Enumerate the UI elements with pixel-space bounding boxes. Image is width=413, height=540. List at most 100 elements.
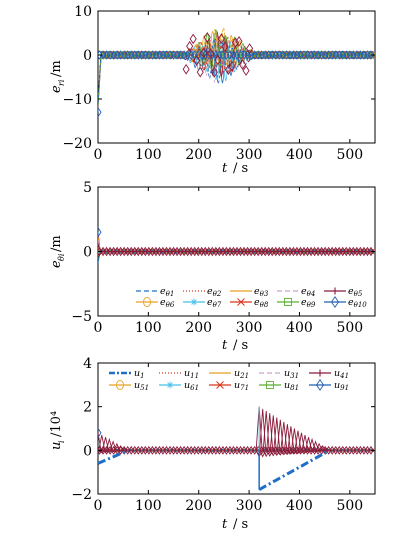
circle-marker xyxy=(116,380,124,391)
diamond-marker xyxy=(98,226,102,238)
x-marker xyxy=(237,298,245,306)
diamond-marker xyxy=(189,33,197,45)
legend-label: u81 xyxy=(284,380,299,392)
diamond-marker xyxy=(200,47,208,59)
series-line xyxy=(98,29,375,106)
diamond-marker xyxy=(242,65,250,76)
diamond-marker xyxy=(221,41,229,53)
panel-1-xlabel: t / s xyxy=(222,161,248,176)
panel-2-ylabel: e θi /m xyxy=(49,235,66,268)
svg-text:/ s: / s xyxy=(233,517,248,532)
x-marker xyxy=(216,381,224,389)
y-tick-label: −20 xyxy=(62,136,92,152)
y-tick-label: 0 xyxy=(83,48,92,64)
legend-label: eθ9 xyxy=(301,297,316,309)
y-tick-label: −2 xyxy=(71,487,92,503)
legend-label: u21 xyxy=(234,368,249,380)
square-marker xyxy=(284,298,292,306)
diamond-marker xyxy=(228,60,236,72)
diamond-marker xyxy=(98,427,102,439)
panel-2-curves xyxy=(98,226,375,264)
legend-label: eθ4 xyxy=(301,286,315,298)
y-tick-label: 10 xyxy=(74,4,92,20)
panel-3-ylabel: u i /10⁴ xyxy=(49,411,66,450)
panel-1-ylabel-sub: ri xyxy=(57,79,66,86)
panel-2-ylabel-sub: θi xyxy=(57,253,66,261)
legend-label: eθ10 xyxy=(348,297,367,309)
x-tick-label: 500 xyxy=(336,498,363,514)
panel-2-xlabel: t / s xyxy=(222,338,248,353)
x-tick-label: 200 xyxy=(185,498,212,514)
x-tick-label: 0 xyxy=(94,498,103,514)
legend-label: u71 xyxy=(234,380,249,392)
legend-label: u41 xyxy=(334,368,349,380)
legend-label: eθ1 xyxy=(160,286,174,298)
diamond-marker xyxy=(368,445,374,455)
diamond-marker xyxy=(246,43,254,54)
svg-text:/ s: / s xyxy=(233,338,248,353)
x-tick-label: 500 xyxy=(336,147,363,163)
star-marker xyxy=(190,298,198,306)
panel-2-ylabel-var: e xyxy=(49,260,64,268)
legend-label: u1 xyxy=(134,368,145,380)
star-marker xyxy=(166,381,174,389)
x-tick-label: 100 xyxy=(135,147,162,163)
x-tick-label: 400 xyxy=(286,147,313,163)
svg-text:t: t xyxy=(222,338,228,353)
x-tick-label: 100 xyxy=(135,498,162,514)
diamond-marker xyxy=(217,33,225,45)
plus-marker xyxy=(331,287,339,295)
x-tick-label: 300 xyxy=(236,147,263,163)
x-tick-label: 300 xyxy=(236,498,263,514)
square-marker xyxy=(266,381,274,389)
legend-label: eθ8 xyxy=(254,297,269,309)
diamond-marker xyxy=(203,32,211,43)
diamond-marker xyxy=(315,378,325,392)
x-tick-label: 0 xyxy=(94,320,103,336)
diamond-marker xyxy=(210,66,218,78)
diamond-marker xyxy=(207,48,215,59)
diamond-marker xyxy=(239,59,247,70)
y-tick-label: 4 xyxy=(83,356,92,372)
x-tick-label: 400 xyxy=(286,320,313,336)
panel-3-legend: u1 u11 u21 u31 u41 u51 u61 u71 u81 u91 xyxy=(109,368,349,392)
y-tick-label: −5 xyxy=(71,309,92,325)
panel-3-ylabel-var: u xyxy=(49,442,64,450)
legend-label: eθ2 xyxy=(207,286,222,298)
diamond-marker xyxy=(196,66,204,78)
legend-label: u91 xyxy=(334,380,349,392)
diamond-marker xyxy=(214,54,222,66)
svg-text:t: t xyxy=(222,517,228,532)
legend-label: eθ5 xyxy=(348,286,363,298)
plus-marker xyxy=(316,369,324,377)
x-tick-label: 500 xyxy=(336,320,363,336)
x-tick-label: 200 xyxy=(185,147,212,163)
u1-ramp-line xyxy=(98,448,129,465)
legend-label: eθ7 xyxy=(207,297,222,309)
x-tick-label: 400 xyxy=(286,498,313,514)
panel-3-ylabel-sub: i xyxy=(57,440,66,443)
panel-1-ylabel-unit: /m xyxy=(49,60,64,77)
panel-3-xlabel: t / s xyxy=(222,517,248,532)
y-tick-label: −10 xyxy=(62,92,92,108)
legend-label: eθ6 xyxy=(160,297,175,309)
legend-label: u51 xyxy=(134,380,149,392)
series-line xyxy=(98,37,375,104)
y-tick-label: 0 xyxy=(83,245,92,261)
diamond-marker xyxy=(193,55,201,66)
panel-2-ylabel-unit: /m xyxy=(49,235,64,252)
series-line xyxy=(98,30,375,107)
y-tick-label: 0 xyxy=(83,443,92,459)
legend-label: eθ3 xyxy=(254,286,269,298)
svg-text:t: t xyxy=(222,161,228,176)
panel-2-legend: eθ1 eθ2 eθ3 eθ4 eθ5 eθ6 eθ7 eθ8 eθ9 eθ10 xyxy=(136,286,367,309)
diamond-marker xyxy=(231,37,240,48)
y-tick-label: 2 xyxy=(83,400,92,416)
circle-marker xyxy=(143,297,151,308)
x-tick-label: 200 xyxy=(185,320,212,336)
y-tick-label: 5 xyxy=(83,180,92,196)
u1-ramp-line xyxy=(258,449,331,491)
panel-1-ylabel-var: e xyxy=(49,85,64,93)
